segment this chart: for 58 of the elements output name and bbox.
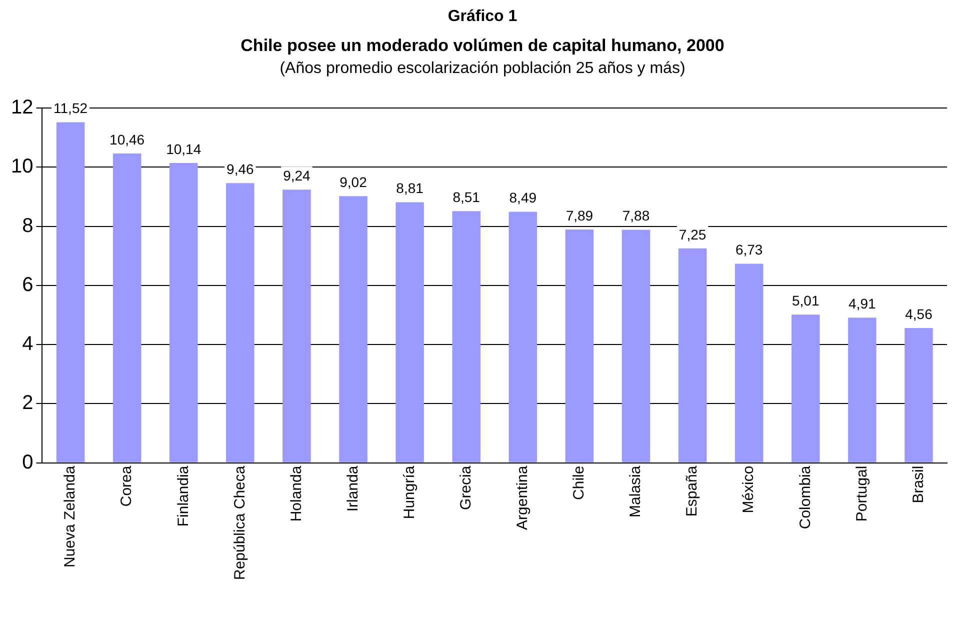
x-tick-label: Malasia — [627, 465, 644, 518]
chart-title: Gráfico 1 — [446, 8, 518, 26]
x-tick-label: Argentina — [514, 465, 532, 530]
bar — [56, 122, 85, 462]
data-label: 8,49 — [509, 190, 537, 206]
x-tick-label: Holanda — [288, 465, 305, 522]
x-tick-label: Finlandia — [174, 465, 192, 527]
y-tick-label: 0 — [22, 451, 34, 474]
x-tick-label: Corea — [118, 465, 136, 507]
x-tick-label: España — [684, 465, 701, 517]
x-tick-label: México — [740, 466, 758, 514]
data-label: 11,52 — [54, 100, 88, 116]
x-tick-label: República Checa — [231, 465, 248, 580]
data-label: 10,14 — [166, 140, 202, 157]
data-label: 9,02 — [340, 174, 368, 190]
data-label: 10,46 — [110, 131, 145, 148]
bar — [226, 183, 254, 462]
data-label: 6,73 — [735, 242, 763, 258]
y-tick-label: 12 — [10, 96, 34, 119]
bar — [904, 328, 933, 462]
bar — [848, 318, 876, 462]
text: (Años promedio escolarización población 25 años y más) — [278, 60, 686, 78]
data-label: 9,24 — [283, 167, 311, 184]
bar — [452, 211, 480, 462]
data-label: 5,01 — [792, 292, 820, 309]
data-label: 7,88 — [622, 208, 650, 224]
data-label: 8,81 — [396, 180, 424, 196]
x-tick-label: Grecia — [457, 465, 474, 510]
bar — [396, 202, 424, 462]
y-tick-label: 4 — [22, 333, 34, 356]
data-label: 7,89 — [566, 207, 594, 224]
bar — [169, 162, 198, 462]
y-tick-label: 10 — [10, 156, 34, 178]
x-tick-label: Nueva Zelanda — [62, 465, 79, 568]
bar — [734, 264, 764, 462]
bar — [282, 190, 311, 462]
data-label: 7,25 — [678, 226, 706, 242]
data-label: 4,91 — [848, 295, 876, 312]
bar — [622, 230, 650, 462]
chart-subtitle: Chile posee un moderado volúmen de capital humano, 2000 — [240, 36, 726, 56]
bar — [678, 248, 707, 462]
y-tick-label: 2 — [22, 392, 34, 414]
y-tick-label: 8 — [22, 214, 34, 237]
x-tick-label: Chile — [570, 466, 588, 500]
y-tick-label: 6 — [22, 274, 34, 296]
bar — [791, 314, 820, 462]
x-tick-label: Irlanda — [344, 465, 362, 512]
data-label: 8,51 — [452, 189, 480, 206]
x-tick-label: Portugal — [853, 466, 870, 522]
data-label: 9,46 — [226, 160, 254, 177]
x-tick-label: Colombia — [796, 465, 814, 530]
x-tick-label: Hungría — [400, 465, 418, 520]
bar — [112, 154, 142, 462]
data-label: 4,56 — [905, 306, 933, 322]
bar — [565, 230, 594, 462]
bar — [508, 212, 538, 462]
bar — [339, 196, 368, 462]
x-tick-label: Brasil — [910, 466, 927, 504]
